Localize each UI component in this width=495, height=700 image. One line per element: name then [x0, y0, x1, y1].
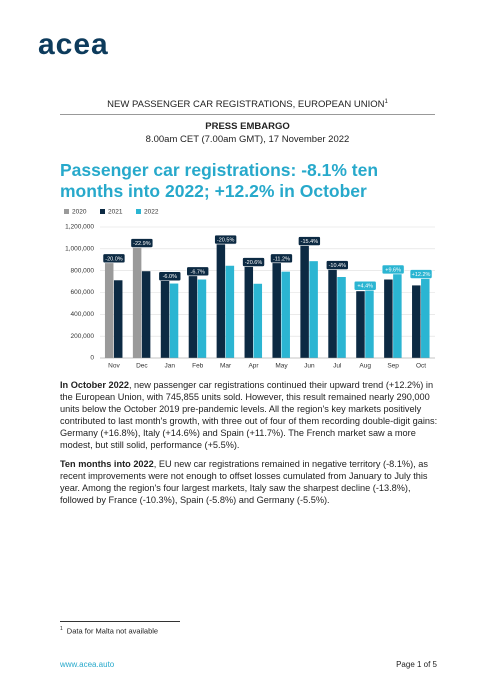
paragraph: Ten months into 2022, EU new car registr… — [60, 458, 438, 506]
y-tick-label: 800,000 — [71, 267, 95, 274]
x-tick-label: May — [275, 363, 288, 370]
annotation: -10.4% — [329, 263, 347, 269]
footnote: 1 Data for Malta not available — [60, 626, 158, 636]
bar — [225, 265, 235, 358]
legend-label: 2021 — [108, 209, 123, 216]
bar — [365, 288, 374, 358]
x-tick-label: Sep — [387, 363, 399, 370]
y-tick-label: 1,000,000 — [65, 246, 94, 253]
footnote-number: 1 — [60, 626, 63, 632]
bar — [253, 283, 263, 358]
lead: Ten months into 2022 — [60, 458, 154, 469]
y-tick-label: 1,200,000 — [65, 224, 94, 231]
logo: acea — [38, 28, 109, 61]
annotation-box — [353, 280, 377, 291]
bar — [412, 285, 421, 358]
annotation: -20.0% — [105, 256, 123, 262]
x-tick-label: Feb — [192, 363, 204, 370]
footnote-text: Data for Malta not available — [66, 626, 159, 636]
annotation-box — [270, 253, 293, 264]
lead: In October 2022 — [60, 380, 129, 390]
body-text: In October 2022, new passenger car regis… — [60, 379, 438, 512]
annotation-box — [102, 253, 126, 264]
embargo-time: 8.00am CET (7.00am GMT), 17 November 202… — [145, 134, 350, 145]
header-title: NEW PASSENGER CAR REGISTRATIONS, EUROPEA… — [60, 99, 435, 116]
annotation: +4.4% — [357, 284, 373, 290]
annotation-box — [158, 271, 182, 282]
annotation-box — [325, 260, 349, 270]
annotation-box — [130, 238, 154, 248]
bar — [393, 271, 402, 358]
annotation: +12.2% — [412, 272, 431, 278]
bar — [132, 245, 142, 358]
x-tick-label: Jul — [333, 363, 342, 370]
bar — [169, 283, 179, 358]
text: , EU new car registrations remained in n… — [60, 458, 428, 505]
x-tick-label: Nov — [108, 363, 120, 370]
annotation: -20.6% — [245, 260, 263, 266]
footnote-rule — [60, 621, 180, 622]
annotation-box — [381, 264, 405, 275]
x-tick-label: Aug — [359, 363, 371, 370]
bar — [272, 260, 281, 358]
annotation-box — [409, 269, 433, 279]
annotation: -6.7% — [191, 269, 205, 275]
bar — [244, 264, 254, 358]
legend-swatch — [100, 209, 105, 214]
header-text: NEW PASSENGER CAR REGISTRATIONS, EUROPEA… — [107, 99, 385, 111]
y-tick-label: 600,000 — [71, 289, 95, 296]
bar — [160, 278, 170, 358]
annotation: -22.9% — [133, 241, 151, 247]
bar — [104, 260, 114, 358]
x-tick-label: Dec — [136, 363, 148, 370]
y-tick-label: 400,000 — [71, 311, 95, 318]
bar — [197, 279, 207, 358]
annotation: -6.0% — [163, 274, 177, 280]
bar — [328, 267, 337, 358]
text: , new passenger car registrations contin… — [60, 380, 438, 451]
bar — [300, 243, 309, 358]
bar — [337, 276, 346, 358]
annotation-box — [186, 266, 210, 277]
y-tick-label: 0 — [90, 355, 94, 362]
annotation-box — [298, 236, 321, 246]
bar — [188, 273, 198, 358]
bar — [281, 271, 290, 358]
paragraph: In October 2022, new passenger car regis… — [60, 379, 438, 452]
x-tick-label: Jan — [165, 363, 176, 370]
chart: 0 200,000 400,000 600,000 800,000 1,000,000 1,… — [64, 209, 435, 370]
annotation-box — [242, 257, 265, 267]
bar — [384, 279, 393, 358]
bar — [216, 242, 226, 358]
annotation: -15.4% — [301, 239, 319, 245]
legend-swatch — [64, 209, 69, 214]
annotation: -20.5% — [217, 238, 235, 244]
annotation: +9.6% — [385, 267, 401, 273]
embargo: PRESS EMBARGO — [205, 121, 290, 132]
headline: Passenger car registrations: -8.1% ten m… — [60, 160, 379, 201]
page-number: Page 1 of 5 — [396, 660, 437, 669]
x-tick-label: Oct — [416, 363, 426, 370]
legend-label: 2020 — [72, 209, 87, 216]
x-tick-label: Jun — [304, 363, 315, 370]
bar — [356, 291, 365, 358]
x-tick-label: Mar — [220, 363, 232, 370]
bar — [309, 261, 318, 358]
bar — [141, 271, 151, 358]
legend-label: 2022 — [144, 209, 159, 216]
annotation: -11.2% — [273, 256, 290, 262]
footer-link[interactable]: www.acea.auto — [60, 660, 115, 669]
x-tick-label: Apr — [248, 363, 259, 370]
annotation-box — [214, 234, 237, 245]
footnote-ref: 1 — [384, 99, 388, 105]
bar — [421, 276, 430, 358]
y-tick-label: 200,000 — [71, 333, 95, 340]
legend-swatch — [136, 209, 141, 214]
bar — [113, 280, 123, 358]
